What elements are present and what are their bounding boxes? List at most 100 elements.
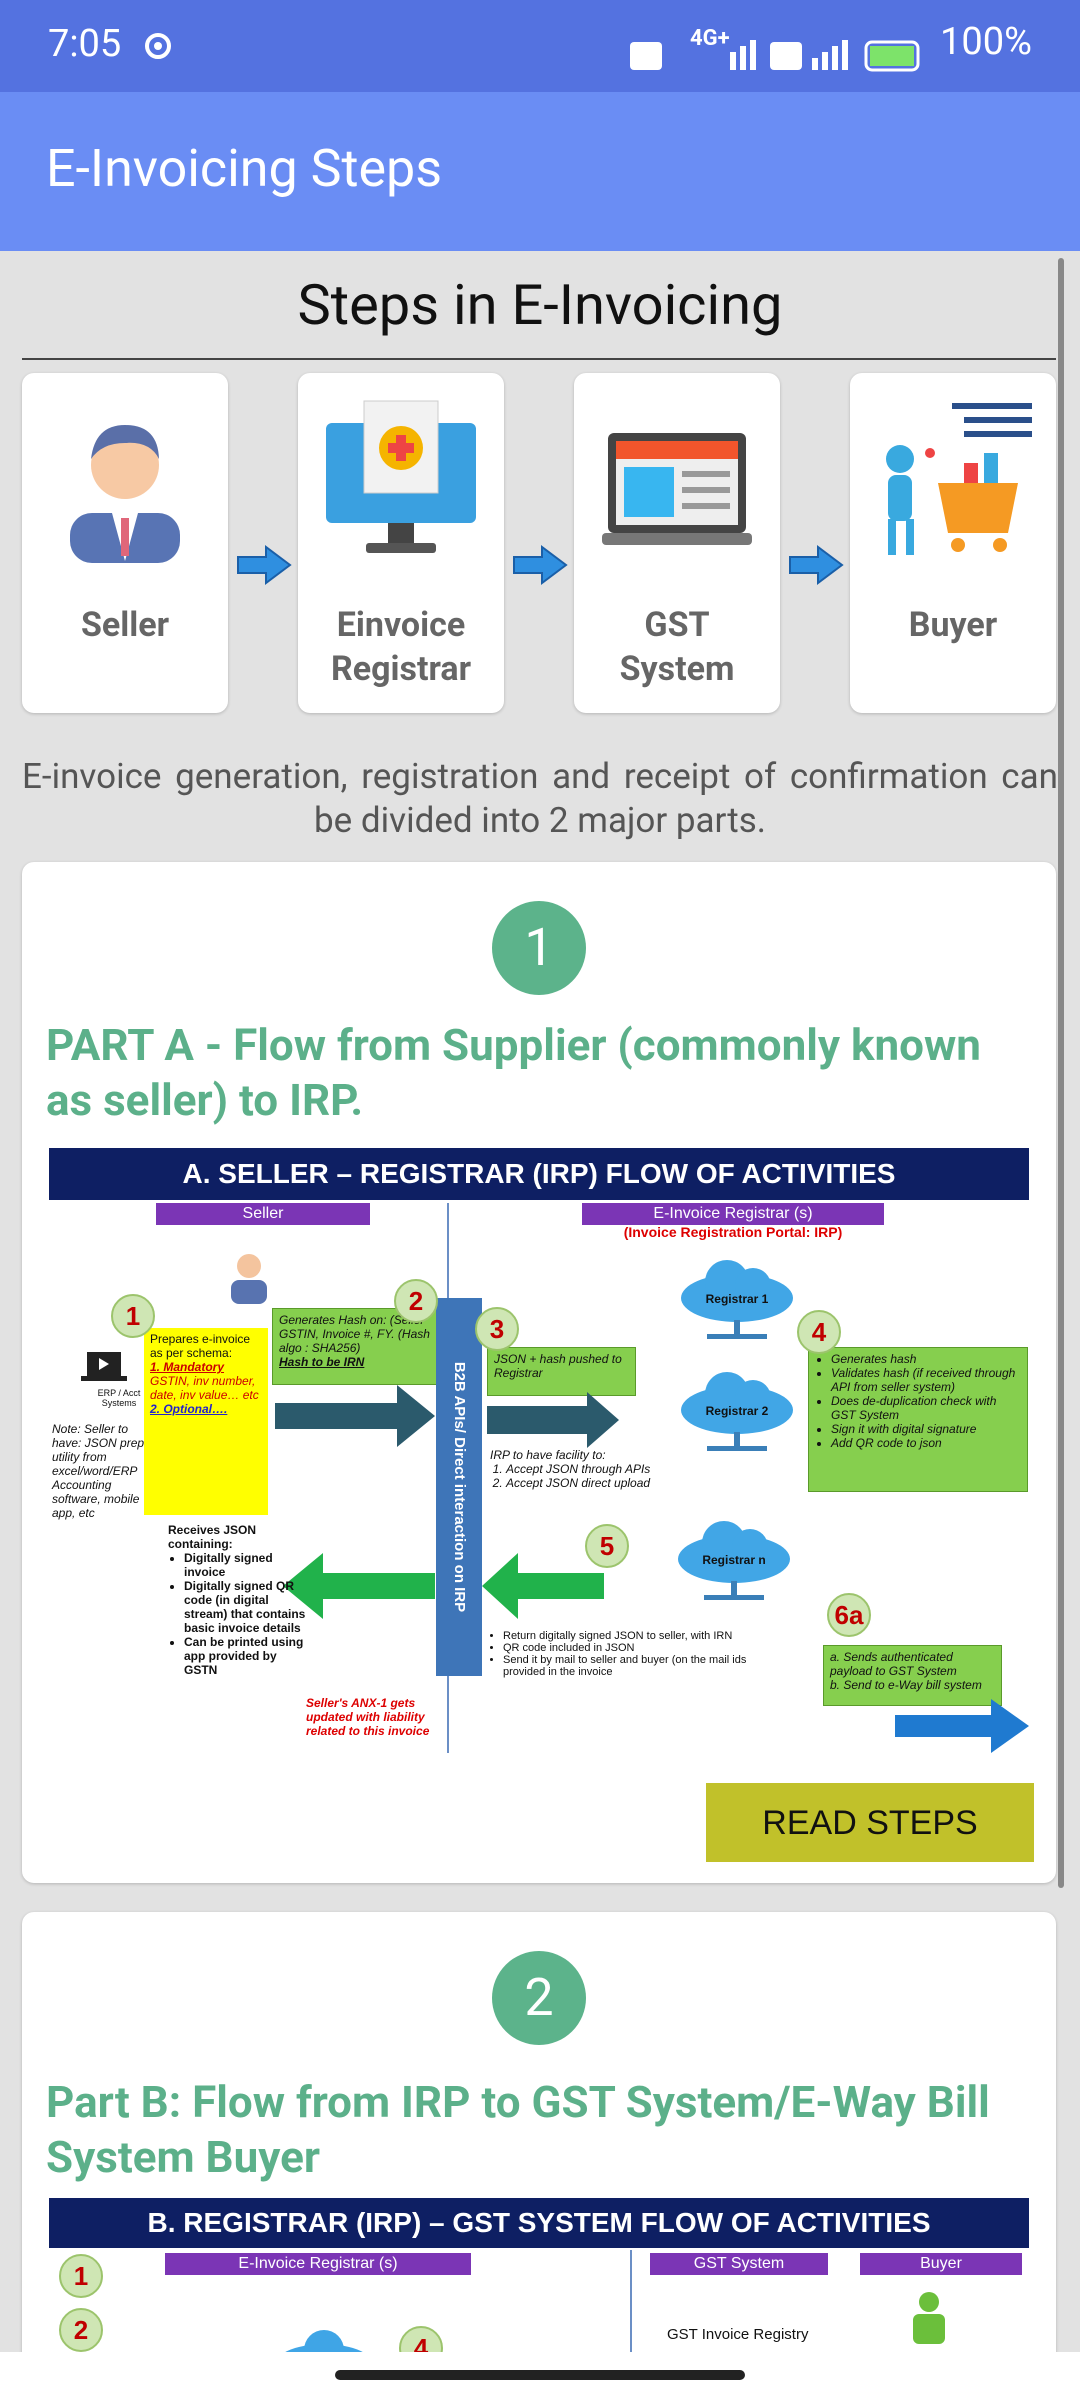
receives-heading: Receives JSON containing: <box>168 1523 257 1551</box>
registry-label: GST Invoice Registry <box>667 2326 809 2343</box>
buyer-figure <box>913 2292 945 2344</box>
scroll-content: Steps in E-Invoicing Seller Einvoice Reg… <box>0 251 1080 2352</box>
seller-icon <box>70 425 180 563</box>
step-badge: 6a <box>827 1593 871 1637</box>
cloud <box>681 1260 793 1339</box>
cloud <box>681 1372 793 1451</box>
list-item: Accept JSON direct upload <box>506 1476 680 1490</box>
api-bar <box>436 1298 482 1676</box>
sends-box: a. Sends authenticated payload to GST Sy… <box>823 1645 1002 1706</box>
push-box: JSON + hash pushed to Registrar <box>487 1347 636 1396</box>
list-item: Send it by mail to seller and buyer (on … <box>503 1654 747 1678</box>
intro-text: E-invoice generation, registration and r… <box>22 756 1058 841</box>
part-number: 2 <box>492 1951 586 2045</box>
part-card: 2 Part B: Flow from IRP to GST System/E-… <box>22 1912 1056 2352</box>
step-card: Seller <box>22 373 228 713</box>
list-item: Can be printed using app provided by GST… <box>184 1635 308 1677</box>
app-bar: E-Invoicing Steps <box>0 92 1080 251</box>
part-title: Part B: Flow from IRP to GST System/E-Wa… <box>46 2076 990 2183</box>
schema-box: Prepares e-invoice as per schema: 1. Man… <box>144 1328 268 1515</box>
registrar-label: Registrar 1 <box>705 1292 769 1306</box>
section-heading: Steps in E-Invoicing <box>297 272 783 338</box>
api-bar-text: B2B APIs/ Direct interaction on IRP <box>451 1361 468 1613</box>
settings-icon <box>145 33 171 59</box>
cloud <box>678 1521 790 1600</box>
step-badge: 2 <box>59 2308 103 2352</box>
list-item: Accept JSON through APIs <box>506 1462 680 1476</box>
step-arrow <box>237 545 292 585</box>
registrar-label: Registrar 2 <box>705 1404 769 1418</box>
step-label: GST System <box>619 605 735 689</box>
hash-text: Generates Hash on: (Seller GSTIN, Invoic… <box>279 1313 430 1355</box>
list-item: Add QR code to json <box>831 1436 1021 1450</box>
list-item: Return digitally signed JSON to seller, … <box>503 1630 747 1642</box>
status-bar: 7:05 4G+ 100% <box>0 0 1080 92</box>
step-arrow <box>789 545 844 585</box>
registrar-label: Registrar n <box>702 1553 766 1567</box>
exit-arrow <box>895 1699 1029 1753</box>
step-badge: 1 <box>111 1294 155 1338</box>
column-label: GST System <box>650 2253 828 2275</box>
step-arrow <box>513 545 568 585</box>
tasks-box: Generates hashValidates hash (if receive… <box>808 1347 1028 1492</box>
laptop-icon <box>81 1352 127 1381</box>
step-badge: 1 <box>59 2254 103 2298</box>
part-title: PART A - Flow from Supplier (commonly kn… <box>46 1019 981 1126</box>
home-indicator[interactable] <box>335 2370 745 2380</box>
battery-level: 100% <box>940 20 1032 64</box>
clock: 7:05 <box>48 22 122 66</box>
read-steps-button[interactable]: READ STEPS <box>706 1783 1034 1862</box>
list-item: a. Sends authenticated payload to GST Sy… <box>830 1650 957 1678</box>
column-label: E-Invoice Registrar (s) <box>165 2253 471 2275</box>
receives-list: Digitally signed invoiceDigitally signed… <box>168 1551 308 1677</box>
step-label: Einvoice Registrar <box>330 605 472 689</box>
cloud <box>285 2330 363 2352</box>
step-label: Seller <box>80 605 170 645</box>
step-card: Einvoice Registrar <box>298 373 504 713</box>
schema-fields: GSTIN, inv number, date, inv value… etc <box>150 1374 259 1402</box>
network-type: 4G+ <box>690 26 730 51</box>
schema-optional: 2. Optional…. <box>150 1402 228 1416</box>
schema-heading: Prepares e-invoice as per schema: <box>150 1332 251 1360</box>
flow-diagram: A. SELLER – REGISTRAR (IRP) FLOW OF ACTI… <box>49 1148 1029 1753</box>
app-title: E-Invoicing Steps <box>46 138 443 199</box>
column-label: E-Invoice Registrar (s) <box>582 1203 884 1225</box>
note: Note: Seller to have: JSON prep utility … <box>52 1422 145 1520</box>
step-badge: 2 <box>394 1279 438 1323</box>
separator <box>630 2250 632 2352</box>
scrollbar <box>1058 258 1064 1888</box>
divider <box>22 358 1056 360</box>
list-item: Validates hash (if received through API … <box>831 1366 1021 1394</box>
seller-figure <box>231 1254 267 1304</box>
list-item: b. Send to e-Way bill system <box>830 1678 982 1692</box>
tasks-list: Generates hashValidates hash (if receive… <box>815 1352 1021 1450</box>
step-badge: 5 <box>585 1524 629 1568</box>
step-badge: 4 <box>797 1310 841 1354</box>
flow-arrow <box>487 1392 619 1448</box>
step-card: GST System <box>574 373 780 713</box>
irp-list: Accept JSON through APIsAccept JSON dire… <box>490 1462 680 1490</box>
irp-facility: IRP to have facility to: Accept JSON thr… <box>490 1448 680 1490</box>
column-label: Seller <box>156 1203 370 1225</box>
signal-icons <box>630 40 920 72</box>
schema-mandatory: 1. Mandatory <box>150 1360 225 1374</box>
list-item: QR code included in JSON <box>503 1642 747 1654</box>
part-number: 1 <box>492 901 586 995</box>
diagram-title: A. SELLER – REGISTRAR (IRP) FLOW OF ACTI… <box>49 1148 1029 1200</box>
list-item: Digitally signed QR code (in digital str… <box>184 1579 308 1635</box>
part-card: 1 PART A - Flow from Supplier (commonly … <box>22 862 1056 1883</box>
hash-box: Generates Hash on: (Seller GSTIN, Invoic… <box>272 1308 441 1385</box>
buyer-icon <box>886 403 1032 555</box>
gst-icon <box>602 433 752 545</box>
column-subtitle: (Invoice Registration Portal: IRP) <box>623 1224 843 1240</box>
hash-irn: Hash to be IRN <box>279 1355 365 1369</box>
return-list: Return digitally signed JSON to seller, … <box>487 1630 747 1678</box>
step-badge: 3 <box>475 1307 519 1351</box>
diagram-title: B. REGISTRAR (IRP) – GST SYSTEM FLOW OF … <box>49 2198 1029 2248</box>
list-item: Does de-duplication check with GST Syste… <box>831 1394 1021 1422</box>
anx-note: Seller's ANX-1 gets updated with liabili… <box>306 1696 430 1738</box>
erp-label: ERP / Acct Systems <box>97 1388 141 1408</box>
list-item: Digitally signed invoice <box>184 1551 308 1579</box>
